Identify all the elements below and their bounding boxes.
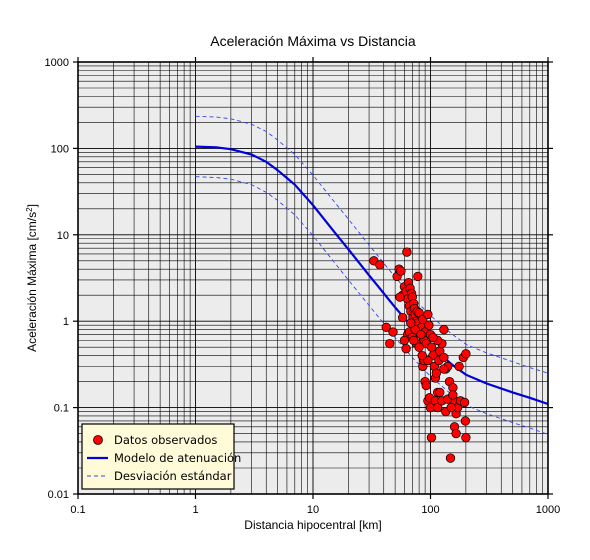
y-tick-label: 1 (63, 316, 69, 328)
y-tick-label: 0.1 (54, 403, 69, 415)
data-point (461, 349, 471, 359)
legend-box (81, 423, 235, 490)
data-point (399, 335, 410, 346)
y-tick-label: 10 (57, 230, 69, 242)
data-point (432, 402, 443, 413)
data-point (417, 350, 427, 361)
x-tick-label: 100 (421, 504, 439, 516)
y-axis-label-superscript: 2 (25, 207, 34, 212)
x-axis-label: Distancia hipocentral [km] (244, 518, 381, 532)
data-point (375, 260, 385, 270)
legend: Datos observados Modelo de atenuación De… (81, 423, 241, 490)
legend-label-desviacion: Desviación estándar (114, 469, 232, 483)
y-axis-label-end: ] (25, 204, 39, 207)
y-tick-label: 1000 (45, 57, 69, 69)
data-point (406, 318, 416, 328)
data-point (431, 368, 441, 378)
data-point (414, 342, 424, 352)
y-axis-label: Aceleración Máxima [cm/s2] (25, 204, 39, 352)
data-point (448, 390, 458, 400)
data-point (439, 352, 449, 363)
model-line (195, 145, 549, 406)
data-point (401, 344, 411, 354)
legend-label-modelo: Modelo de atenuación (114, 451, 241, 465)
data-point (395, 292, 405, 302)
data-point (413, 271, 423, 282)
std-dev-line (195, 115, 549, 374)
data-point (426, 342, 437, 352)
std-dev-line (195, 176, 549, 435)
data-point (398, 312, 408, 323)
data-points (369, 247, 471, 463)
data-point (409, 335, 419, 346)
x-tick-label: 1 (192, 504, 198, 516)
data-point (416, 329, 426, 340)
data-point (439, 324, 449, 335)
data-point (426, 432, 437, 443)
data-point (381, 322, 391, 332)
data-point (446, 402, 456, 413)
legend-marker-datos (93, 435, 103, 445)
series-lines (195, 115, 549, 435)
data-point (421, 380, 431, 391)
y-tick-label: 100 (51, 143, 69, 155)
data-point (439, 364, 449, 374)
data-point (396, 266, 406, 276)
data-point (454, 361, 464, 372)
data-point (460, 416, 471, 426)
x-tick-label: 0.1 (70, 504, 85, 516)
data-point (402, 247, 412, 257)
data-point (451, 428, 461, 439)
data-point (423, 309, 433, 320)
data-point (428, 332, 438, 343)
x-tick-label: 1000 (536, 504, 560, 516)
chart-title: Aceleración Máxima vs Distancia (210, 33, 416, 49)
data-point (459, 397, 470, 408)
data-point (388, 327, 398, 337)
data-point (445, 453, 456, 463)
data-point (385, 338, 395, 349)
data-point (435, 387, 445, 398)
grid (78, 62, 548, 494)
y-axis-label-main: Aceleración Máxima [cm/s (25, 212, 39, 352)
legend-label-datos: Datos observados (114, 433, 217, 447)
data-point (424, 320, 434, 330)
data-point (461, 432, 471, 443)
data-point (410, 324, 420, 335)
x-tick-label: 10 (307, 504, 319, 516)
y-tick-label: 0.01 (48, 489, 69, 501)
